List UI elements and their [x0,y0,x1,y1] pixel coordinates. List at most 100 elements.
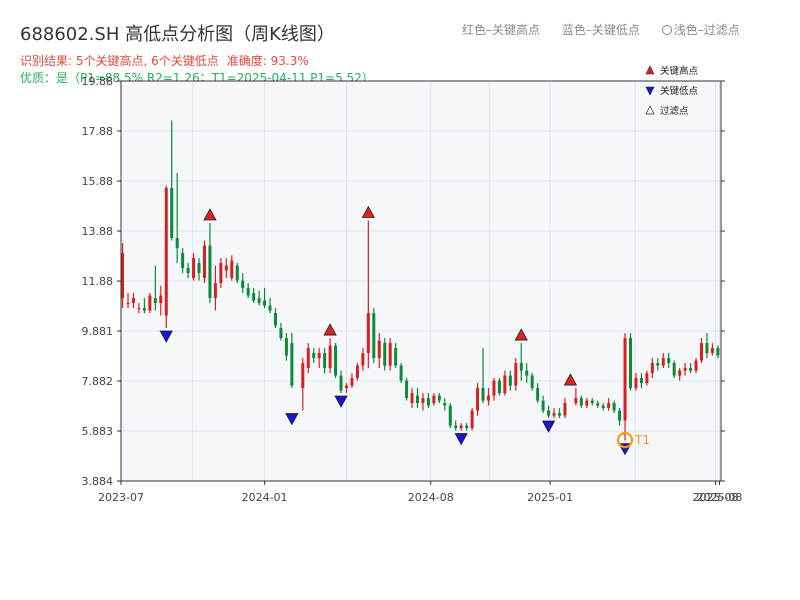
x-tick-label: 2025-01 [527,491,573,504]
key-low-marker [285,413,299,426]
candle-body [590,400,594,404]
candle-body [323,353,327,369]
candle-body [202,245,206,279]
y-tick-label: 11.88 [82,275,114,288]
marker-legend: 关键高点 关键低点 过滤点 [645,65,699,117]
candle-body [705,343,709,354]
candle-body [192,258,196,279]
x-tick-label: 2024-08 [408,491,454,504]
candle-body [372,313,376,359]
candle-body [219,263,223,284]
key-low-marker [159,330,173,343]
candle-body [481,388,485,401]
candle-body [383,343,387,366]
candle-body [639,378,643,384]
key-low-marker [541,420,556,433]
candle-body [618,410,622,421]
candle-body [628,338,632,389]
candle-body [312,353,316,359]
candle-body [388,343,392,366]
y-tick-label: 13.88 [82,225,114,238]
candle-body [465,425,469,429]
candle-body [596,403,600,406]
light-circle-icon [661,25,672,35]
y-tick-label: 7.882 [82,375,114,388]
candle-body [263,300,267,306]
candle-body [623,338,627,421]
candle-body [699,343,703,361]
candle-body [164,188,168,316]
candle-body [448,405,452,426]
candle-body [667,358,671,364]
legend-filtered-icon [645,105,655,115]
candle-body [241,280,245,289]
candle-body [492,380,496,396]
candle-body [148,295,152,311]
candle-body [574,398,578,404]
candle-body [683,368,687,371]
candle-body [137,308,141,310]
candle-body [710,348,714,354]
candle-body [186,268,190,274]
candle-body [607,403,611,409]
candles [121,120,720,441]
chart-title: 688602.SH 高低点分析图（周K线图） [20,24,335,45]
candle-body [208,245,212,299]
x-tick-label: 2025-08 [693,491,739,504]
key-high-marker [361,205,376,218]
legend-low-icon [645,86,655,96]
candle-body [678,370,682,376]
candle-body [563,403,567,416]
key-high-marker [563,373,578,386]
candle-body [252,293,256,301]
x-tick-label: 2024-01 [242,491,288,504]
candle-body [541,400,545,411]
y-tick-label: 3.884 [82,475,114,488]
candle-body [503,375,507,394]
candle-body [585,400,589,406]
candle-body [361,353,365,366]
candle-body [514,363,518,386]
candle-body [257,298,261,304]
candle-body [213,283,217,299]
candle-body [142,308,146,311]
legend-red-label: 红色–关键高点 [462,23,541,37]
candle-body [525,370,529,376]
candle-body [306,348,310,369]
legend-filtered-text: 过滤点 [660,105,689,117]
x-tick-label: 2023-07 [98,491,144,504]
t1-circle [616,431,634,449]
legend-high-text: 关键高点 [660,65,699,77]
candle-body [181,253,185,269]
candle-body [415,395,419,404]
candle-body [317,353,321,359]
candle-body [279,328,283,339]
candle-body [426,398,430,406]
candle-body [131,298,135,304]
candle-body [547,410,551,416]
candle-body [432,395,436,404]
candle-body [634,378,638,389]
candle-body [437,395,441,401]
candle-body [470,410,474,429]
key-high-marker [514,328,528,341]
candle-body [121,253,125,299]
candle-body [645,373,649,384]
result-label: 识别结果: 5个关键高点, 6个关键低点 [20,54,219,68]
candle-body [552,413,556,416]
markers: T1 [159,205,650,456]
candle-body [689,368,693,371]
candle-body [486,395,490,401]
candle-body [301,363,305,389]
candle-body [350,378,354,386]
candle-body [612,403,616,411]
candle-body [366,313,370,354]
candle-body [650,363,654,374]
candle-body [716,348,720,356]
candle-body [508,375,512,386]
candle-body [459,425,463,429]
candle-body [421,398,425,404]
candle-body [235,265,239,281]
candle-body [355,365,359,379]
